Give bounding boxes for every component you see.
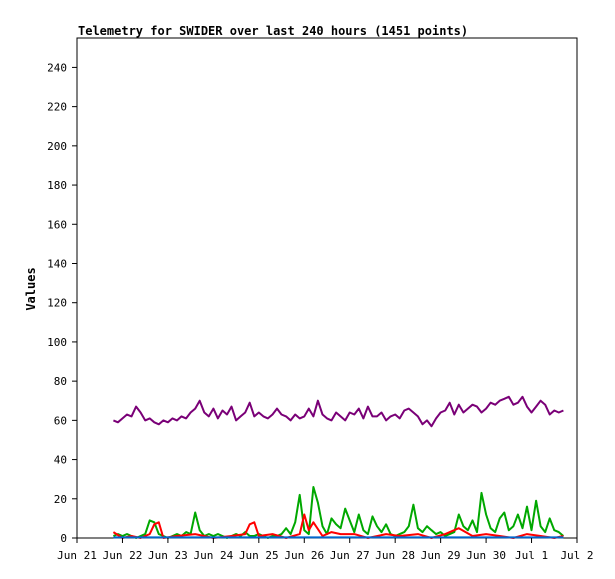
x-tick-label: Jul 1 — [515, 549, 548, 562]
y-tick-label: 40 — [54, 454, 67, 467]
y-axis-label: Values — [24, 267, 38, 310]
series-line-1 — [113, 395, 564, 428]
y-tick-label: 60 — [54, 414, 67, 427]
x-tick-label: Jun 23 — [148, 549, 188, 562]
x-tick-label: Jun 27 — [330, 549, 370, 562]
x-tick-label: Jun 25 — [239, 549, 279, 562]
series-line-3 — [112, 513, 564, 539]
y-axis: 0 20 40 60 80 100 120 140 160 180 200 220 240 — [47, 61, 77, 545]
x-axis: Jun 21 Jun 22 Jun 23 Jun 24 Jun 25 Jun 26 Jun … — [57, 538, 594, 562]
y-tick-label: 180 — [47, 179, 67, 192]
y-tick-label: 140 — [47, 257, 67, 270]
plot-frame — [76, 37, 578, 539]
x-tick-label: Jul 2 — [560, 549, 593, 562]
x-tick-label: Jun 24 — [193, 549, 233, 562]
x-tick-label: Jun 28 — [375, 549, 415, 562]
chart-title: Telemetry for SWIDER over last 240 hours… — [78, 24, 468, 38]
series-line-2 — [113, 486, 565, 539]
y-tick-label: 240 — [47, 61, 67, 74]
y-tick-label: 80 — [54, 375, 67, 388]
y-tick-label: 20 — [54, 493, 67, 506]
y-tick-label: 120 — [47, 297, 67, 310]
y-tick-label: 220 — [47, 101, 67, 114]
x-tick-label: Jun 29 — [421, 549, 461, 562]
x-tick-label: Jun 30 — [466, 549, 506, 562]
series-layer — [112, 395, 565, 539]
x-tick-label: Jun 26 — [284, 549, 324, 562]
x-tick-label: Jun 22 — [103, 549, 143, 562]
x-tick-label: Jun 21 — [57, 549, 97, 562]
y-tick-label: 200 — [47, 140, 67, 153]
y-tick-label: 100 — [47, 336, 67, 349]
y-tick-label: 160 — [47, 218, 67, 231]
y-tick-label: 0 — [60, 532, 67, 545]
